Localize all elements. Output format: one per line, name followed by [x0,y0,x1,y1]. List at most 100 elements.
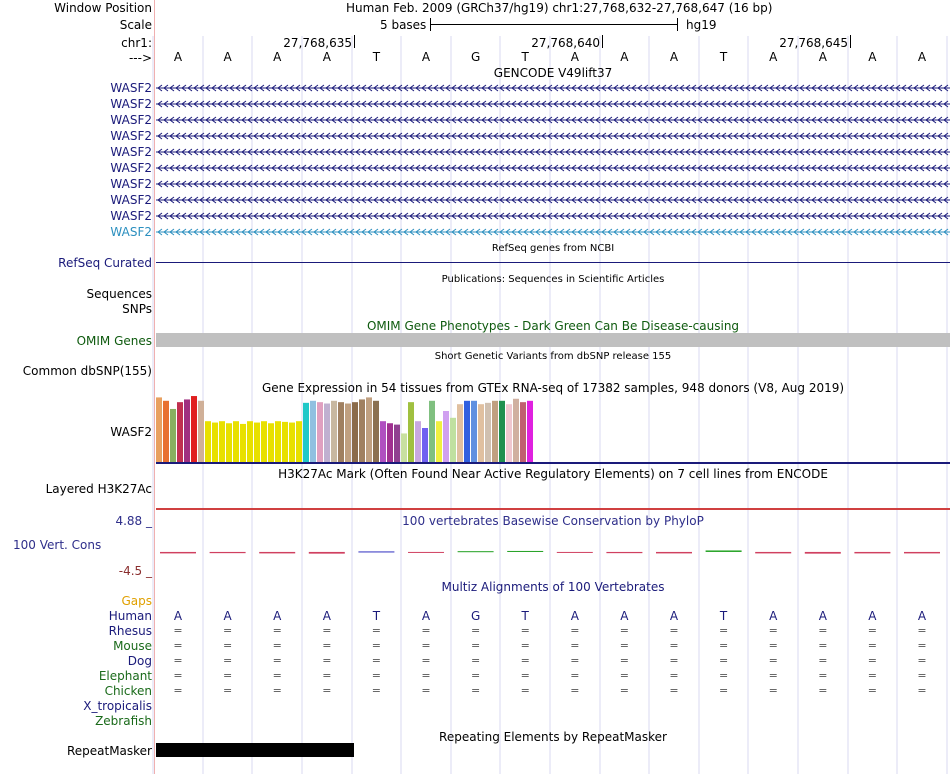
gtex-tissue-bar[interactable] [156,397,162,462]
gtex-tissue-bar[interactable] [408,402,414,462]
gtex-tissue-bar[interactable] [212,422,218,462]
gtex-tissue-bar[interactable] [219,421,225,462]
gencode-transcript-label[interactable]: WASF2 [110,97,152,111]
publications-sequences-label[interactable]: Sequences [86,287,152,301]
gtex-tissue-bar[interactable] [401,433,407,462]
multiz-species-label[interactable]: X_tropicalis [83,699,152,713]
gtex-tissue-bar[interactable] [233,421,239,462]
gtex-tissue-bar[interactable] [177,402,183,462]
gtex-tissue-bar[interactable] [310,400,316,462]
gtex-tissue-bar[interactable] [457,404,463,462]
repeatmasker-label[interactable]: RepeatMasker [66,744,152,758]
conservation-value-bar[interactable] [556,551,593,553]
gtex-tissue-bar[interactable] [499,400,505,462]
conservation-value-bar[interactable] [308,551,345,554]
multiz-species-label[interactable]: Elephant [98,669,152,683]
multiz-species-label[interactable]: Rhesus [108,624,152,638]
gtex-tissue-bar[interactable] [513,398,519,462]
gtex-tissue-bar[interactable] [261,421,267,462]
gtex-tissue-bar[interactable] [338,402,344,462]
gencode-transcript-label[interactable]: WASF2 [110,81,152,95]
multiz-species-label[interactable]: Chicken [104,684,152,698]
gtex-tissue-bar[interactable] [492,400,498,462]
repeatmasker-block[interactable] [156,743,354,757]
gtex-tissue-bar[interactable] [373,400,379,462]
multiz-species-label[interactable]: Dog [127,654,152,668]
gtex-tissue-bar[interactable] [485,402,491,462]
publications-snps-label[interactable]: SNPs [122,302,152,316]
gtex-tissue-bar[interactable] [184,399,190,462]
gtex-tissue-bar[interactable] [324,403,330,462]
gtex-tissue-bar[interactable] [282,421,288,462]
conservation-label[interactable]: 100 Vert. Cons [13,538,102,552]
conservation-value-bar[interactable] [457,551,494,553]
gtex-tissue-bar[interactable] [191,396,197,462]
h3k27ac-label[interactable]: Layered H3K27Ac [45,482,152,496]
conservation-value-bar[interactable] [160,551,196,554]
gtex-tissue-bar[interactable] [303,402,309,462]
gtex-tissue-bar[interactable] [163,400,169,462]
gtex-tissue-bar[interactable] [345,403,351,462]
conservation-value-bar[interactable] [656,551,692,554]
gtex-tissue-bar[interactable] [289,422,295,462]
gencode-transcript-line[interactable] [156,83,950,93]
dbsnp-label[interactable]: Common dbSNP(155) [22,364,152,378]
gencode-transcript-label[interactable]: WASF2 [110,161,152,175]
conservation-value-bar[interactable] [854,551,891,554]
gtex-label[interactable]: WASF2 [110,425,152,439]
gtex-tissue-bar[interactable] [317,402,323,462]
h3k27ac-signal-line[interactable] [156,508,950,510]
conservation-chart[interactable] [156,528,950,578]
multiz-gaps-label[interactable]: Gaps [121,594,152,608]
gencode-transcript-label[interactable]: WASF2 [110,129,152,143]
gencode-transcript-line[interactable] [156,227,950,237]
gtex-tissue-bar[interactable] [443,411,449,462]
gtex-tissue-bar[interactable] [387,423,393,462]
omim-bar[interactable] [156,333,950,347]
gencode-transcript-line[interactable] [156,195,950,205]
gtex-tissue-bar[interactable] [275,421,281,462]
gtex-expression-chart[interactable] [156,394,950,462]
gtex-tissue-bar[interactable] [352,402,358,462]
gencode-transcript-line[interactable] [156,99,950,109]
gtex-tissue-bar[interactable] [170,408,176,462]
gtex-tissue-bar[interactable] [520,402,526,462]
gtex-tissue-bar[interactable] [450,417,456,462]
gtex-tissue-bar[interactable] [527,400,533,462]
gencode-transcript-line[interactable] [156,163,950,173]
gtex-tissue-bar[interactable] [394,424,400,462]
gtex-tissue-bar[interactable] [471,400,477,462]
gtex-tissue-bar[interactable] [254,422,260,462]
multiz-species-label[interactable]: Human [108,609,152,623]
multiz-species-label[interactable]: Zebrafish [95,714,152,728]
conservation-value-bar[interactable] [904,551,940,554]
gtex-tissue-bar[interactable] [464,400,470,462]
conservation-value-bar[interactable] [606,551,643,554]
gtex-tissue-bar[interactable] [366,397,372,462]
gencode-transcript-label[interactable]: WASF2 [110,225,152,239]
conservation-value-bar[interactable] [259,551,296,554]
gtex-tissue-bar[interactable] [331,400,337,462]
gencode-transcript-label[interactable]: WASF2 [110,177,152,191]
refseq-gene-line[interactable] [156,262,950,263]
gencode-transcript-line[interactable] [156,115,950,125]
gencode-transcript-label[interactable]: WASF2 [110,113,152,127]
gtex-tissue-bar[interactable] [429,400,435,462]
multiz-species-label[interactable]: Mouse [113,639,152,653]
gtex-tissue-bar[interactable] [478,404,484,462]
gtex-tissue-bar[interactable] [198,400,204,462]
gtex-tissue-bar[interactable] [380,421,386,462]
gencode-transcript-line[interactable] [156,211,950,221]
conservation-value-bar[interactable] [209,551,246,554]
omim-label[interactable]: OMIM Genes [76,334,152,348]
conservation-value-bar[interactable] [507,550,544,552]
gtex-tissue-bar[interactable] [415,421,421,462]
gtex-tissue-bar[interactable] [205,421,211,462]
gtex-tissue-bar[interactable] [247,421,253,462]
gencode-transcript-label[interactable]: WASF2 [110,145,152,159]
gtex-tissue-bar[interactable] [240,423,246,462]
gencode-transcript-line[interactable] [156,179,950,189]
gtex-tissue-bar[interactable] [226,423,232,462]
gtex-tissue-bar[interactable] [506,404,512,462]
